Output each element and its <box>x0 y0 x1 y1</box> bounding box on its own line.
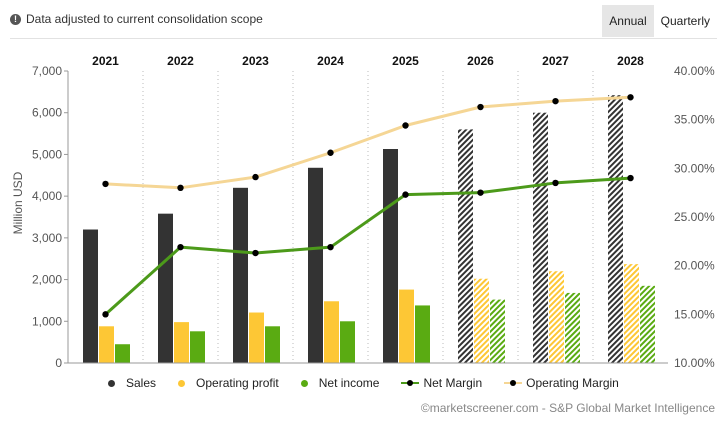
sales-bar <box>308 167 323 363</box>
year-label: 2022 <box>167 54 194 68</box>
header-divider <box>10 38 717 39</box>
sales-bar <box>83 229 98 363</box>
chart-header: ! Data adjusted to current consolidation… <box>0 0 727 40</box>
tab-annual[interactable]: Annual <box>602 5 654 37</box>
sales-bar <box>458 129 473 363</box>
net-margin-point <box>102 311 109 318</box>
net-income-bar <box>340 321 355 363</box>
financials-chart: 0 1,000 2,000 3,000 4,000 5,000 6,000 7,000 10.0… <box>11 54 715 370</box>
legend-label-operating-profit: Operating profit <box>196 376 279 390</box>
operating-margin-line <box>105 95 631 190</box>
legend-item-operating-margin[interactable]: Operating Margin <box>504 376 619 390</box>
y-tick-label: 3,000 <box>32 231 62 245</box>
y-tick-label: 0 <box>55 356 62 370</box>
legend-label-sales: Sales <box>126 376 157 390</box>
operating-margin-point <box>627 94 634 101</box>
operating-profit-bar <box>99 326 114 363</box>
year-label: 2021 <box>92 54 119 68</box>
net-margin-point <box>177 243 184 251</box>
y2-tick-label: 40.00% <box>674 64 715 78</box>
y2-tick-label: 15.00% <box>674 307 715 321</box>
operating-profit-bar <box>324 301 339 363</box>
y2-tick-label: 30.00% <box>674 161 715 175</box>
operating-profit-bar <box>624 264 639 363</box>
net-margin-legend-marker <box>401 379 420 387</box>
net-income-bar <box>490 299 505 363</box>
sales-legend-marker <box>108 379 115 387</box>
year-label: 2024 <box>317 54 344 68</box>
y2-tick-label: 25.00% <box>674 210 715 224</box>
net-margin-point <box>327 243 334 251</box>
sales-bar <box>533 112 548 363</box>
net-income-bar <box>115 344 130 363</box>
net-margin-point <box>627 174 634 182</box>
operating-margin-point <box>252 173 259 181</box>
net-income-bar <box>415 305 430 363</box>
year-label: 2028 <box>617 54 644 68</box>
year-label: 2025 <box>392 54 419 68</box>
year-label: 2023 <box>242 54 269 68</box>
period-tabs: Annual Quarterly <box>602 5 717 37</box>
net-income-bar <box>190 331 205 363</box>
net-margin-point <box>552 179 559 187</box>
y-axis-title: Million USD <box>11 171 25 234</box>
operating-margin-point <box>177 184 184 191</box>
net-income-bar <box>640 285 655 363</box>
y-tick-label: 4,000 <box>32 189 62 203</box>
scope-notice-text: Data adjusted to current consolidation s… <box>26 12 263 26</box>
operating-profit-bar <box>474 278 489 363</box>
operating-profit-bar <box>249 312 264 363</box>
operating-margin-point <box>552 97 559 105</box>
operating-profit-bar <box>174 322 189 363</box>
operating-profit-legend-marker <box>178 379 186 387</box>
y-tick-label: 6,000 <box>32 106 62 120</box>
info-icon: ! <box>10 13 21 25</box>
operating-profit-bar <box>549 271 564 363</box>
operating-profit-bar <box>399 289 414 363</box>
net-margin-line <box>104 176 631 316</box>
operating-margin-legend-marker <box>504 379 523 387</box>
y-tick-label: 2,000 <box>32 273 62 287</box>
y2-tick-label: 20.00% <box>674 259 715 273</box>
operating-margin-point <box>327 149 334 156</box>
net-margin-point <box>402 191 409 198</box>
y-tick-label: 5,000 <box>32 147 62 161</box>
legend-label-net-margin: Net Margin <box>423 376 483 390</box>
sales-bar <box>233 187 248 363</box>
net-income-legend-marker <box>300 379 308 387</box>
year-label: 2026 <box>467 54 494 68</box>
sales-bar <box>383 149 398 363</box>
net-income-bar <box>265 326 280 363</box>
sales-bar <box>158 213 173 363</box>
chart-legend: Sales Operating profit Net income Net Ma… <box>108 376 641 390</box>
legend-item-operating-profit[interactable]: Operating profit <box>178 376 279 390</box>
net-margin-point <box>252 249 259 257</box>
y-tick-label: 7,000 <box>32 64 62 78</box>
sales-bar <box>608 95 623 364</box>
scope-notice: ! Data adjusted to current consolidation… <box>10 12 263 26</box>
operating-margin-point <box>102 180 109 188</box>
source-credit: ©marketscreener.com - S&P Global Market … <box>420 401 715 415</box>
legend-label-net-income: Net income <box>318 376 380 390</box>
y-tick-label: 1,000 <box>32 314 62 328</box>
operating-margin-point <box>477 103 484 111</box>
y2-tick-label: 35.00% <box>674 113 715 127</box>
year-label: 2027 <box>542 54 569 68</box>
legend-item-net-income[interactable]: Net income <box>300 376 380 390</box>
legend-item-net-margin[interactable]: Net Margin <box>401 376 482 390</box>
net-margin-point <box>477 189 484 196</box>
net-income-bar <box>565 292 580 363</box>
legend-item-sales[interactable]: Sales <box>108 376 156 390</box>
operating-margin-point <box>402 122 409 129</box>
legend-label-operating-margin: Operating Margin <box>526 376 619 390</box>
tab-quarterly[interactable]: Quarterly <box>660 14 710 28</box>
y2-tick-label: 10.00% <box>674 356 715 370</box>
